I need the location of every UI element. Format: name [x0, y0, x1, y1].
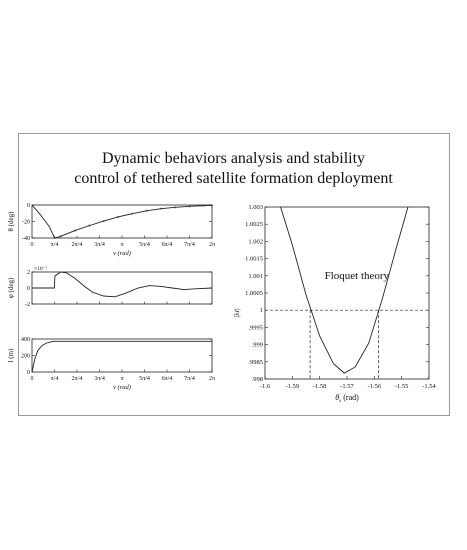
figure-frame [18, 133, 450, 416]
figure-title-line-2: control of tethered satellite formation … [74, 170, 393, 187]
x-tick-label: 2π/4 [72, 376, 83, 382]
x-tick-label: π/4 [51, 376, 59, 382]
y-tick-label: 1 [260, 307, 263, 314]
y-tick-label: 0 [27, 203, 30, 209]
x-tick-label: 6π/4 [162, 242, 173, 248]
x-tick-label: 7π/4 [184, 242, 195, 248]
y-tick-label: 2 [27, 270, 30, 276]
y-tick-label: .9985 [248, 359, 263, 366]
y-tick-label: 400 [21, 337, 30, 343]
axes-frame [264, 206, 430, 380]
y-axis-label: θ (deg) [7, 211, 15, 232]
x-tick-label: -1.56 [368, 383, 382, 390]
x-tick-label: 0 [31, 376, 34, 382]
x-tick-label: -1.54 [422, 383, 436, 390]
x-tick-label: π/4 [51, 242, 59, 248]
y-tick-label: 1.0005 [245, 290, 263, 297]
x-tick-label: -1.6 [260, 383, 271, 390]
y-tick-label: -40 [22, 236, 30, 242]
y-tick-label: .999 [252, 342, 263, 349]
series-line [32, 271, 212, 298]
data-point [174, 206, 177, 209]
data-point [59, 235, 62, 238]
x-tick-label: 7π/4 [184, 376, 195, 382]
x-tick-label: 2π [209, 376, 215, 382]
y-axis-label: l (m) [7, 348, 15, 362]
x-tick-label: -1.58 [313, 383, 327, 390]
x-tick-label: π [120, 242, 123, 248]
y-tick-label: 1.001 [248, 273, 263, 280]
y-tick-label: 0 [27, 370, 30, 376]
y-tick-label: -2 [25, 302, 30, 308]
data-point [188, 205, 191, 208]
series-line [31, 340, 212, 373]
y-tick-label: 1.0025 [245, 221, 263, 228]
x-tick-label: 3π/4 [94, 376, 105, 382]
data-point [73, 229, 77, 232]
x-tick-label: 3π/4 [94, 242, 105, 248]
data-point [145, 209, 148, 212]
x-tick-label: 0 [31, 242, 34, 248]
data-point [53, 236, 56, 240]
x-tick-label: -1.59 [286, 383, 300, 390]
data-point [210, 204, 214, 207]
y-axis-label: |λr| [232, 308, 241, 317]
x-tick-label: -1.55 [395, 383, 409, 390]
y-tick-label: 1.0015 [245, 256, 263, 263]
y-tick-label: 1.002 [248, 238, 263, 245]
x-tick-label: 5π/4 [139, 242, 150, 248]
data-point [202, 204, 205, 207]
x-tick-label: -1.57 [340, 383, 354, 390]
data-point [131, 212, 134, 215]
x-tick-label: 2π [209, 242, 215, 248]
x-tick-label: 6π/4 [162, 376, 173, 382]
axes-frame [31, 271, 213, 305]
y-axis-label: φ (deg) [7, 277, 15, 298]
x-axis-label: ν (rad) [113, 250, 131, 257]
figure-title-line-1: Dynamic behaviors analysis and stability [101, 150, 366, 167]
x-axis-label: ν (rad) [113, 384, 131, 391]
series-line [31, 204, 212, 239]
data-point [116, 215, 120, 219]
y-tick-label: -20 [22, 220, 30, 226]
y-tick-label: .9995 [248, 324, 263, 331]
data-point [102, 219, 105, 223]
data-point [159, 207, 163, 210]
y-tick-label: 0 [27, 286, 30, 292]
x-tick-label: 2π/4 [72, 242, 83, 248]
x-axis-label: θs (rad) [335, 393, 359, 404]
y-tick-label: .998 [252, 376, 263, 383]
series-line [280, 206, 409, 374]
y-tick-label: 1.003 [248, 204, 263, 211]
data-point [88, 224, 91, 227]
axes-frame [31, 204, 213, 239]
chart-annotation: Floquet theory [325, 270, 390, 282]
x-tick-label: π [120, 376, 123, 382]
x-tick-label: 5π/4 [139, 376, 150, 382]
axis-multiplier: ×10⁻⁷ [34, 266, 48, 272]
axes-frame [31, 338, 213, 373]
y-tick-label: 200 [21, 354, 30, 360]
